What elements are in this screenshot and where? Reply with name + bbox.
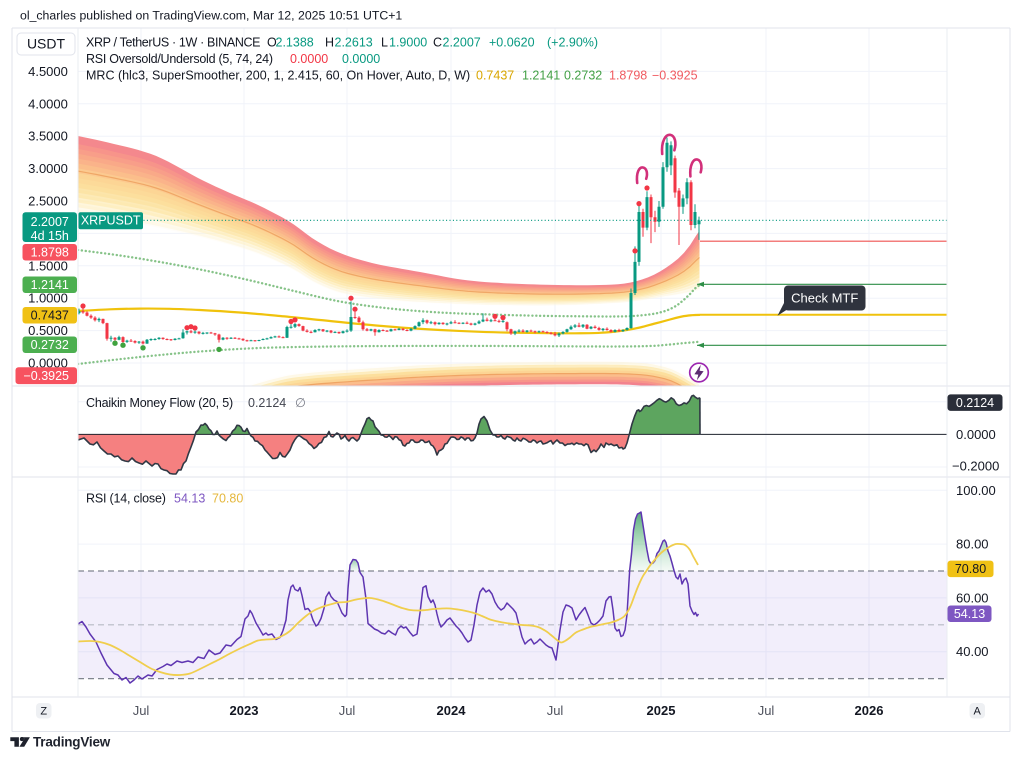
- svg-text:1.2141: 1.2141: [31, 278, 69, 292]
- svg-text:2.2007: 2.2007: [31, 215, 69, 229]
- svg-text:4.5000: 4.5000: [28, 64, 68, 79]
- svg-text:80.00: 80.00: [956, 537, 989, 552]
- svg-text:2026: 2026: [855, 703, 884, 718]
- svg-text:RSI Oversold/Undersold (5, 74,: RSI Oversold/Undersold (5, 74, 24): [86, 52, 273, 66]
- svg-text:MRC (hlc3, SuperSmoother, 200,: MRC (hlc3, SuperSmoother, 200, 1, 2.415,…: [86, 69, 470, 83]
- svg-text:−0.2000: −0.2000: [952, 458, 999, 473]
- svg-text:Jul: Jul: [133, 703, 150, 718]
- svg-text:0.0000: 0.0000: [290, 52, 328, 66]
- svg-text:USDT: USDT: [27, 36, 66, 52]
- svg-text:40.00: 40.00: [956, 644, 989, 659]
- svg-text:Chaikin Money Flow (20, 5): Chaikin Money Flow (20, 5): [86, 396, 233, 410]
- svg-text:0.5000: 0.5000: [28, 323, 68, 338]
- svg-text:−0.3925: −0.3925: [652, 69, 698, 83]
- svg-text:L: L: [381, 35, 388, 49]
- svg-text:2025: 2025: [647, 703, 676, 718]
- svg-text:1.0000: 1.0000: [28, 291, 68, 306]
- svg-text:ol_charles published on Tradin: ol_charles published on TradingView.com,…: [20, 9, 402, 23]
- svg-text:4.0000: 4.0000: [28, 96, 68, 111]
- svg-text:54.13: 54.13: [174, 491, 205, 505]
- svg-text:TradingView: TradingView: [33, 735, 111, 750]
- svg-text:3.5000: 3.5000: [28, 129, 68, 144]
- svg-text:1.5000: 1.5000: [28, 258, 68, 273]
- svg-text:1.8798: 1.8798: [609, 69, 647, 83]
- svg-text:Z: Z: [40, 706, 47, 718]
- svg-text:XRP / TetherUS · 1W · BINANCE: XRP / TetherUS · 1W · BINANCE: [86, 35, 260, 49]
- svg-text:2.2613: 2.2613: [335, 35, 373, 49]
- svg-text:XRPUSDT: XRPUSDT: [81, 214, 141, 228]
- svg-text:70.80: 70.80: [212, 491, 243, 505]
- svg-text:100.00: 100.00: [956, 483, 996, 498]
- svg-text:2023: 2023: [230, 703, 259, 718]
- svg-text:C: C: [433, 35, 442, 49]
- svg-text:Jul: Jul: [339, 703, 356, 718]
- svg-text:0.2124: 0.2124: [248, 396, 286, 410]
- svg-text:(+2.90%): (+2.90%): [547, 35, 598, 49]
- svg-text:2024: 2024: [437, 703, 467, 718]
- svg-text:Jul: Jul: [758, 703, 775, 718]
- svg-text:0.7437: 0.7437: [476, 69, 514, 83]
- svg-text:+0.0620: +0.0620: [489, 35, 535, 49]
- svg-text:0.2124: 0.2124: [956, 396, 994, 410]
- svg-text:O: O: [267, 35, 277, 49]
- svg-text:1.9000: 1.9000: [389, 35, 427, 49]
- svg-text:0.2732: 0.2732: [31, 338, 69, 352]
- svg-text:0.7437: 0.7437: [31, 309, 69, 323]
- svg-text:Jul: Jul: [547, 703, 564, 718]
- svg-text:−0.3925: −0.3925: [23, 369, 69, 383]
- svg-text:A: A: [974, 706, 982, 718]
- svg-text:Check MTF: Check MTF: [791, 291, 858, 306]
- svg-text:2.1388: 2.1388: [276, 35, 314, 49]
- svg-text:70.80: 70.80: [955, 562, 986, 576]
- svg-text:∅: ∅: [295, 396, 306, 410]
- svg-text:4d 15h: 4d 15h: [31, 229, 69, 243]
- svg-text:0.0000: 0.0000: [956, 427, 996, 442]
- svg-text:0.0000: 0.0000: [28, 356, 68, 371]
- svg-text:1.2141: 1.2141: [522, 69, 560, 83]
- svg-text:54.13: 54.13: [954, 607, 985, 621]
- svg-text:0.2732: 0.2732: [564, 69, 602, 83]
- svg-text:2.2007: 2.2007: [443, 35, 481, 49]
- svg-text:RSI (14, close): RSI (14, close): [86, 491, 166, 505]
- svg-text:60.00: 60.00: [956, 590, 989, 605]
- svg-text:2.5000: 2.5000: [28, 194, 68, 209]
- svg-text:1.8798: 1.8798: [31, 246, 69, 260]
- svg-text:0.0000: 0.0000: [342, 52, 380, 66]
- svg-text:H: H: [325, 35, 334, 49]
- svg-text:3.0000: 3.0000: [28, 161, 68, 176]
